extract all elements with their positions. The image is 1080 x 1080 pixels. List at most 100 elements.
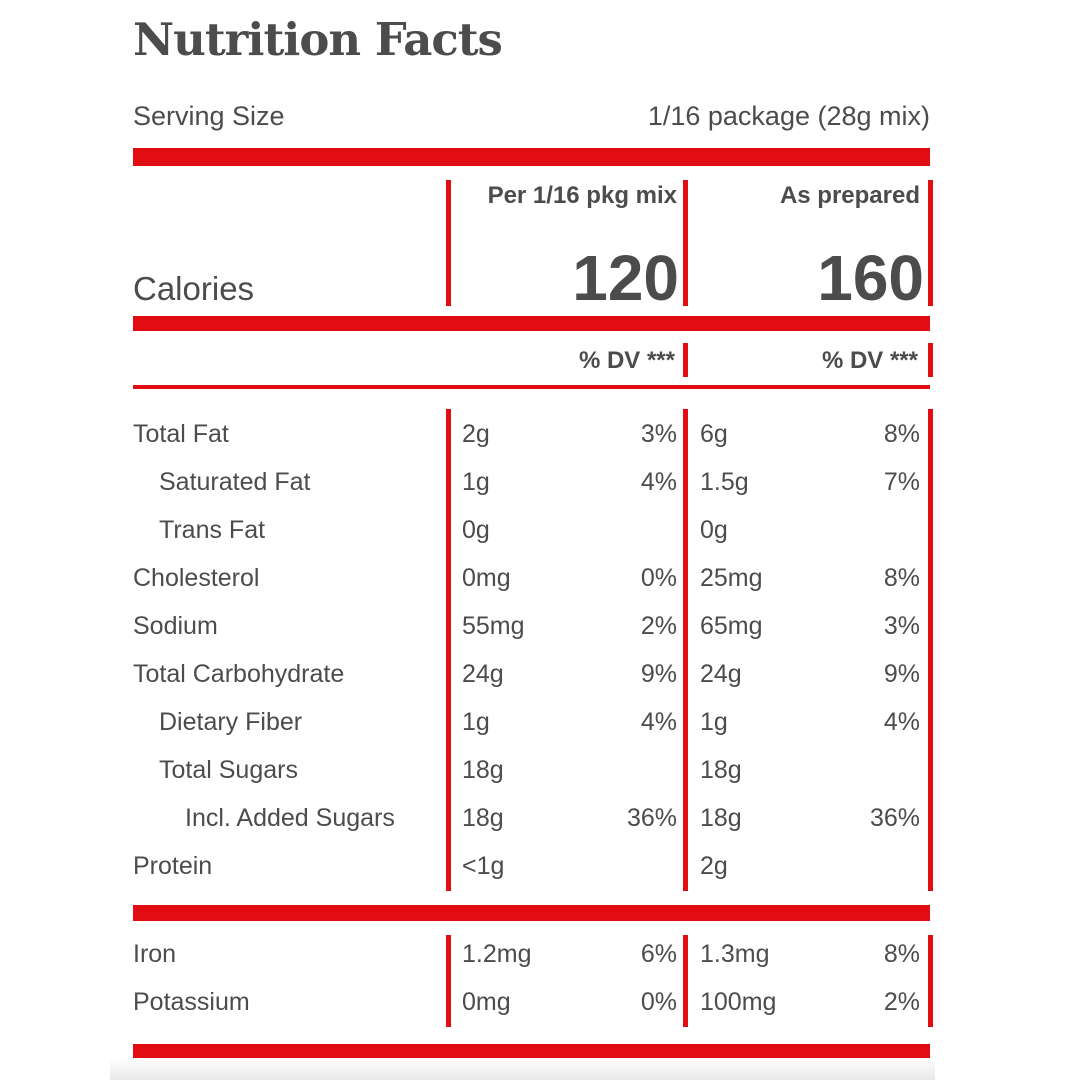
nutrient-amount-prepared: 2g [700, 852, 728, 881]
divider-bar [133, 315, 930, 331]
nutrient-amount-mix: 1g [462, 708, 490, 737]
table-row: Cholesterol 0mg 0% 25mg 8% [133, 555, 930, 603]
nutrient-amount-prepared: 25mg [700, 564, 763, 593]
column-header-mix: Per 1/16 pkg mix [487, 181, 677, 209]
nutrient-dv-mix: 3% [640, 420, 677, 449]
nutrient-amount-mix: 18g [462, 756, 504, 785]
serving-row: Serving Size 1/16 package (28g mix) [133, 100, 930, 134]
nutrient-dv-prepared: 7% [883, 468, 920, 497]
nutrient-dv-prepared: 3% [883, 612, 920, 641]
calories-value-prepared: 160 [817, 241, 924, 314]
nutrient-amount-prepared: 65mg [700, 612, 763, 641]
calories-section: Per 1/16 pkg mix As prepared 120 160 Cal… [133, 166, 933, 316]
serving-label: Serving Size [133, 101, 285, 132]
table-row: Incl. Added Sugars 18g 36% 18g 36% [133, 795, 930, 843]
table-row: Iron 1.2mg 6% 1.3mg 8% [133, 931, 930, 979]
nutrient-dv-prepared: 8% [883, 420, 920, 449]
nutrient-dv-mix: 0% [640, 988, 677, 1017]
nutrient-amount-mix: 55mg [462, 612, 525, 641]
nutrient-dv-prepared: 8% [883, 940, 920, 969]
nutrient-dv-prepared: 36% [869, 804, 920, 833]
nutrient-label: Total Sugars [159, 756, 298, 785]
divider-bar [133, 1043, 930, 1062]
dv-header-mix: % DV *** [578, 346, 675, 374]
nutrient-label: Cholesterol [133, 564, 260, 593]
table-row: Protein <1g 2g [133, 843, 930, 891]
nutrient-amount-prepared: 1g [700, 708, 728, 737]
divider-bar [133, 147, 930, 166]
table-row: Dietary Fiber 1g 4% 1g 4% [133, 699, 930, 747]
nutrient-amount-prepared: 18g [700, 804, 742, 833]
minerals-table: Iron 1.2mg 6% 1.3mg 8% Potassium 0mg 0% … [133, 921, 933, 1039]
nutrient-label: Potassium [133, 988, 250, 1017]
nutrient-amount-prepared: 1.3mg [700, 940, 770, 969]
nutrient-dv-mix: 0% [640, 564, 677, 593]
nutrient-amount-prepared: 0g [700, 516, 728, 545]
column-divider [683, 179, 688, 306]
nutrient-amount-prepared: 24g [700, 660, 742, 689]
nutrient-label: Protein [133, 852, 213, 881]
calories-label: Calories [133, 269, 255, 307]
nutrient-dv-prepared: 9% [883, 660, 920, 689]
nutrient-amount-mix: 1.2mg [462, 940, 532, 969]
nutrient-dv-mix: 4% [640, 468, 677, 497]
nutrient-dv-mix: 2% [640, 612, 677, 641]
column-divider [683, 934, 688, 1027]
nutrient-amount-mix: <1g [462, 852, 505, 881]
table-row: Trans Fat 0g 0g [133, 507, 930, 555]
nutrient-amount-prepared: 1.5g [700, 468, 749, 497]
dv-header-row: % DV *** % DV *** [133, 331, 933, 385]
nutrient-label: Incl. Added Sugars [185, 804, 395, 833]
page-title: Nutrition Facts [133, 13, 503, 66]
nutrient-label: Trans Fat [159, 516, 266, 545]
nutrient-dv-prepared: 4% [883, 708, 920, 737]
nutrients-table: Total Fat 2g 3% 6g 8% Saturated Fat 1g 4… [133, 389, 933, 899]
table-row: Sodium 55mg 2% 65mg 3% [133, 603, 930, 651]
table-row: Potassium 0mg 0% 100mg 2% [133, 979, 930, 1027]
calories-value-mix: 120 [572, 241, 679, 314]
nutrient-amount-mix: 0g [462, 516, 490, 545]
nutrient-amount-mix: 0mg [462, 988, 511, 1017]
nutrient-amount-mix: 0mg [462, 564, 511, 593]
column-divider [446, 179, 451, 306]
nutrient-amount-prepared: 100mg [700, 988, 777, 1017]
nutrient-dv-prepared: 2% [883, 988, 920, 1017]
nutrient-dv-mix: 9% [640, 660, 677, 689]
divider-bar [133, 904, 930, 921]
nutrient-amount-prepared: 18g [700, 756, 742, 785]
nutrient-label: Sodium [133, 612, 218, 641]
column-divider [446, 408, 451, 891]
nutrient-amount-prepared: 6g [700, 420, 728, 449]
column-divider [928, 179, 933, 306]
nutrient-amount-mix: 24g [462, 660, 504, 689]
nutrient-label: Iron [133, 940, 177, 969]
column-header-prepared: As prepared [779, 181, 920, 209]
nutrient-dv-mix: 6% [640, 940, 677, 969]
nutrient-dv-prepared: 8% [883, 564, 920, 593]
table-row: Total Carbohydrate 24g 9% 24g 9% [133, 651, 930, 699]
nutrient-dv-mix: 4% [640, 708, 677, 737]
table-row: Total Sugars 18g 18g [133, 747, 930, 795]
table-row: Total Fat 2g 3% 6g 8% [133, 411, 930, 459]
nutrient-label: Total Carbohydrate [133, 660, 345, 689]
nutrient-label: Total Fat [133, 420, 229, 449]
nutrient-dv-mix: 36% [626, 804, 677, 833]
nutrient-label: Dietary Fiber [159, 708, 303, 737]
bottom-fade [110, 1058, 935, 1080]
column-divider [446, 934, 451, 1027]
column-divider [928, 408, 933, 891]
nutrient-amount-mix: 1g [462, 468, 490, 497]
column-divider [683, 342, 688, 377]
table-row: Saturated Fat 1g 4% 1.5g 7% [133, 459, 930, 507]
serving-value: 1/16 package (28g mix) [647, 101, 930, 132]
column-divider [928, 342, 933, 377]
nutrient-amount-mix: 2g [462, 420, 490, 449]
nutrient-amount-mix: 18g [462, 804, 504, 833]
column-divider [683, 408, 688, 891]
divider-line [133, 384, 930, 389]
dv-header-prepared: % DV *** [821, 346, 918, 374]
column-divider [928, 934, 933, 1027]
nutrient-label: Saturated Fat [159, 468, 311, 497]
nutrition-label: Nutrition Facts Serving Size 1/16 packag… [133, 0, 933, 1062]
